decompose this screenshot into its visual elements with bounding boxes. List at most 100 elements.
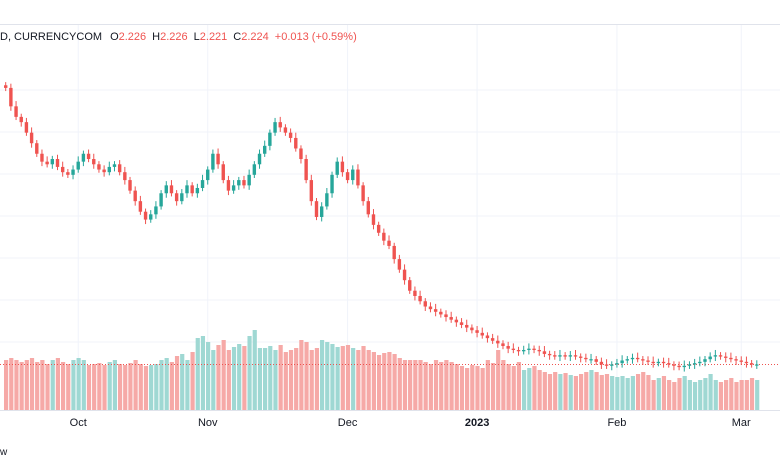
candle-body bbox=[677, 365, 681, 368]
volume-bar bbox=[480, 368, 485, 410]
volume-bar bbox=[164, 358, 169, 410]
legend-close-value: 2.224 bbox=[241, 31, 269, 43]
candle-body bbox=[40, 153, 44, 162]
volume-bar bbox=[180, 354, 185, 410]
candle-body bbox=[703, 359, 707, 362]
volume-bar bbox=[470, 365, 475, 410]
volume-bar bbox=[24, 360, 29, 410]
volume-bar bbox=[221, 340, 226, 410]
x-tick-label: 2023 bbox=[464, 417, 490, 429]
volume-bar bbox=[361, 346, 366, 410]
candle-body bbox=[687, 364, 692, 366]
volume-bar bbox=[66, 364, 71, 410]
legend-high-value: 2.226 bbox=[160, 31, 188, 43]
candle-body bbox=[376, 224, 381, 233]
candle-body bbox=[283, 127, 288, 133]
candle-body bbox=[247, 174, 251, 186]
volume-bar bbox=[133, 360, 138, 410]
volume-bar bbox=[14, 360, 19, 410]
volume-bar bbox=[299, 340, 304, 410]
candle-body bbox=[278, 122, 282, 128]
volume-bar bbox=[356, 350, 361, 410]
candle-body bbox=[92, 159, 96, 165]
volume-bar bbox=[288, 350, 294, 410]
candle-body bbox=[563, 355, 567, 357]
candle-body bbox=[76, 161, 80, 170]
candle-body bbox=[397, 259, 402, 270]
volume-bar bbox=[630, 376, 635, 410]
volume-bar bbox=[687, 380, 692, 410]
volume-bar bbox=[55, 358, 60, 410]
volume-bar bbox=[154, 364, 159, 410]
candle-body bbox=[45, 161, 49, 165]
candle-body bbox=[299, 148, 303, 160]
candle-body bbox=[154, 206, 158, 215]
volume-bar bbox=[563, 373, 568, 410]
candle-body bbox=[71, 169, 75, 175]
candle-body bbox=[667, 363, 671, 365]
volume-bar bbox=[314, 348, 319, 410]
candle-body bbox=[589, 359, 593, 361]
volume-bar bbox=[9, 358, 14, 410]
candle-body bbox=[226, 180, 231, 191]
candle-body bbox=[356, 169, 360, 186]
volume-bar bbox=[734, 382, 739, 410]
candle-body bbox=[107, 166, 111, 173]
volume-bar bbox=[319, 340, 325, 410]
volume-bar bbox=[206, 342, 211, 410]
candle-body bbox=[304, 159, 308, 181]
volume-bar bbox=[112, 360, 117, 410]
volume-bar bbox=[402, 360, 408, 410]
volume-bar bbox=[475, 366, 480, 410]
volume-bar bbox=[641, 372, 646, 410]
volume-bar bbox=[4, 360, 9, 410]
volume-bar bbox=[273, 350, 278, 410]
candle-body bbox=[216, 153, 220, 165]
candle-body bbox=[739, 360, 743, 362]
volume-bar bbox=[558, 374, 563, 410]
volume-bar bbox=[97, 363, 102, 410]
volume-bar bbox=[749, 378, 755, 410]
candle-body bbox=[459, 322, 464, 325]
volume-bar bbox=[283, 352, 288, 410]
volume-bar bbox=[45, 364, 50, 410]
volume-bar bbox=[589, 370, 594, 410]
volume-bar bbox=[656, 378, 661, 410]
candle-body bbox=[573, 355, 578, 357]
volume-bar bbox=[252, 330, 257, 410]
candle-body bbox=[29, 132, 34, 144]
candle-body bbox=[50, 159, 55, 165]
volume-bar bbox=[744, 380, 749, 410]
volume-bar bbox=[40, 360, 45, 410]
volume-bar bbox=[123, 365, 128, 410]
candle-body bbox=[66, 172, 70, 175]
x-tick-label: Dec bbox=[337, 417, 358, 429]
volume-bar bbox=[604, 374, 610, 410]
candle-body bbox=[55, 159, 60, 167]
candle-body bbox=[496, 340, 500, 344]
candle-body bbox=[211, 153, 215, 170]
volume-bar bbox=[330, 344, 335, 410]
candle-body bbox=[506, 346, 510, 349]
candle-body bbox=[9, 87, 13, 107]
candle-body bbox=[537, 349, 541, 352]
legend-symbol[interactable]: D, CURRENCYCOM bbox=[0, 31, 103, 43]
volume-bar bbox=[76, 358, 81, 410]
candle-body bbox=[128, 180, 132, 191]
candle-body bbox=[408, 280, 412, 291]
volume-bar bbox=[667, 380, 672, 410]
volume-bar bbox=[672, 382, 677, 410]
candle-body bbox=[475, 330, 479, 333]
volume-bar bbox=[698, 380, 703, 410]
candle-body bbox=[698, 361, 702, 364]
candle-body bbox=[319, 206, 324, 217]
volume-bar bbox=[242, 346, 247, 410]
volume-bar bbox=[376, 355, 382, 410]
volume-bar bbox=[677, 378, 682, 410]
candle-body bbox=[174, 193, 179, 202]
volume-bar bbox=[216, 345, 221, 410]
candle-body bbox=[387, 240, 391, 246]
volume-bar bbox=[703, 378, 708, 410]
candle-body bbox=[428, 306, 433, 310]
